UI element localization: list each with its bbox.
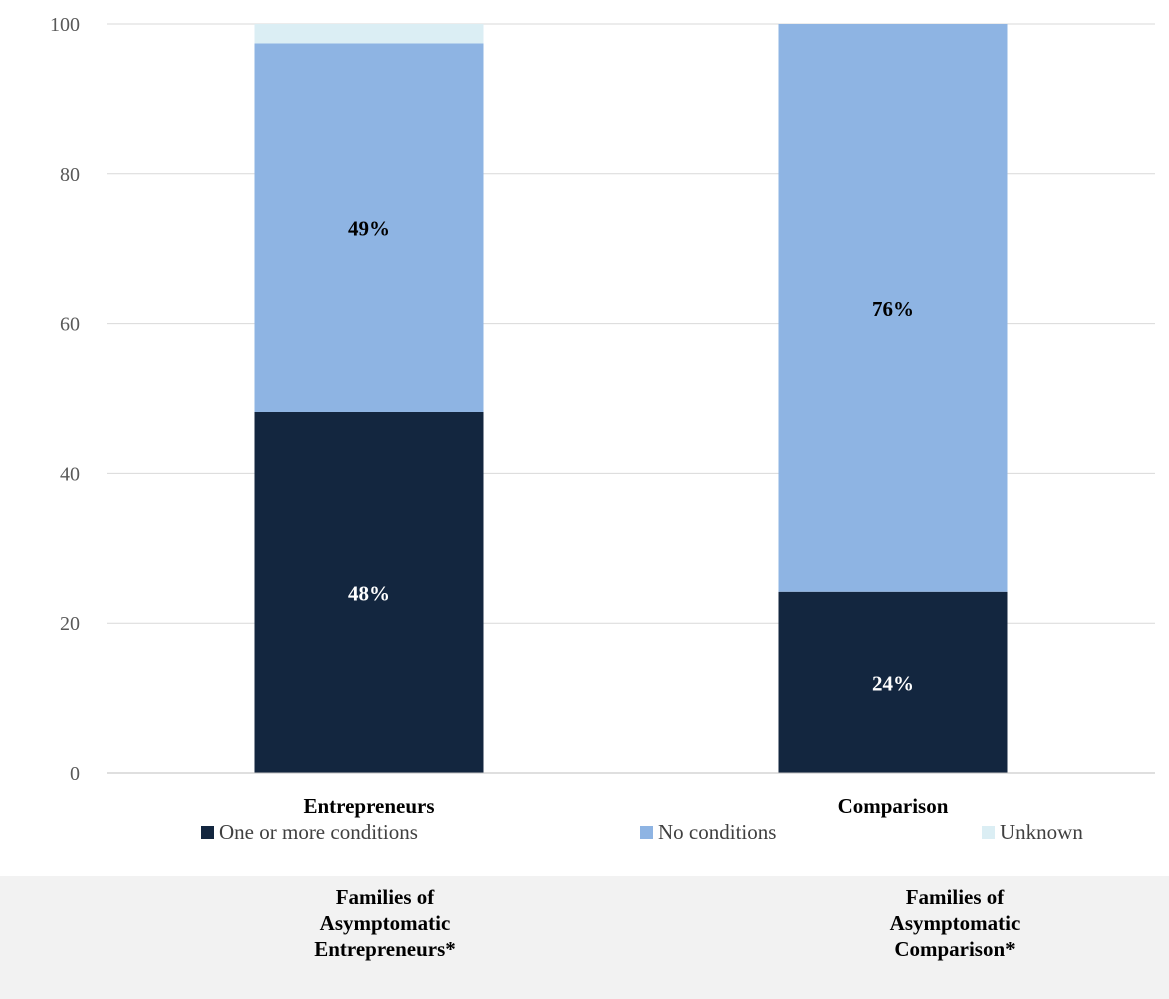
y-tick-label-0: 0 xyxy=(70,763,80,785)
footer-left-line-2: Asymptomatic xyxy=(319,911,451,935)
legend-label-one-or-more: One or more conditions xyxy=(219,820,418,844)
legend: One or more conditions No conditions Unk… xyxy=(0,820,1169,860)
bar-entrepreneurs-series-1 xyxy=(254,43,484,412)
footer-table: Families of Asymptomatic Entrepreneurs* … xyxy=(0,876,1169,999)
legend-item-no-conditions: No conditions xyxy=(640,820,776,845)
legend-item-one-or-more: One or more conditions xyxy=(201,820,418,845)
stacked-bar-chart: 48% 49% 24% 76% 0 20 40 60 80 100 Entrepreneurs Co… xyxy=(50,14,1155,818)
y-tick-label-60: 60 xyxy=(60,314,80,336)
y-tick-label-80: 80 xyxy=(60,164,80,186)
y-tick-label-40: 40 xyxy=(60,463,80,485)
bars xyxy=(254,24,1008,773)
legend-swatch-no-conditions xyxy=(640,826,653,839)
x-category-label-entrepreneurs: Entrepreneurs xyxy=(303,794,434,818)
footer-left-line-3: Entrepreneurs* xyxy=(314,937,456,961)
axes: 0 20 40 60 80 100 Entrepreneurs Comparison xyxy=(50,14,1155,818)
legend-label-unknown: Unknown xyxy=(1000,820,1083,844)
x-category-label-comparison: Comparison xyxy=(838,794,949,818)
data-label-comparison-series-1: 76% xyxy=(872,297,914,321)
y-tick-label-20: 20 xyxy=(60,613,80,635)
data-labels: 48% 49% 24% 76% xyxy=(348,217,914,696)
legend-swatch-unknown xyxy=(982,826,995,839)
footer-left-line-1: Families of xyxy=(335,885,435,909)
footer-right-line-3: Comparison* xyxy=(894,937,1016,961)
legend-swatch-one-or-more xyxy=(201,826,214,839)
legend-item-unknown: Unknown xyxy=(982,820,1083,845)
bar-comparison-series-0 xyxy=(778,591,1008,773)
footer-right-line-1: Families of xyxy=(905,885,1005,909)
data-label-entrepreneurs-series-1: 49% xyxy=(348,217,390,241)
footer-right-line-2: Asymptomatic xyxy=(889,911,1021,935)
footer-right: Families of Asymptomatic Comparison* xyxy=(840,884,1070,962)
footer-left: Families of Asymptomatic Entrepreneurs* xyxy=(270,884,500,962)
y-tick-label-100: 100 xyxy=(50,14,80,36)
data-label-entrepreneurs-series-0: 48% xyxy=(348,581,390,605)
data-label-comparison-series-0: 24% xyxy=(872,671,914,695)
bar-comparison-series-1 xyxy=(778,24,1008,592)
bar-entrepreneurs-series-2 xyxy=(254,24,484,44)
bar-entrepreneurs-series-0 xyxy=(254,411,484,773)
legend-label-no-conditions: No conditions xyxy=(658,820,777,844)
